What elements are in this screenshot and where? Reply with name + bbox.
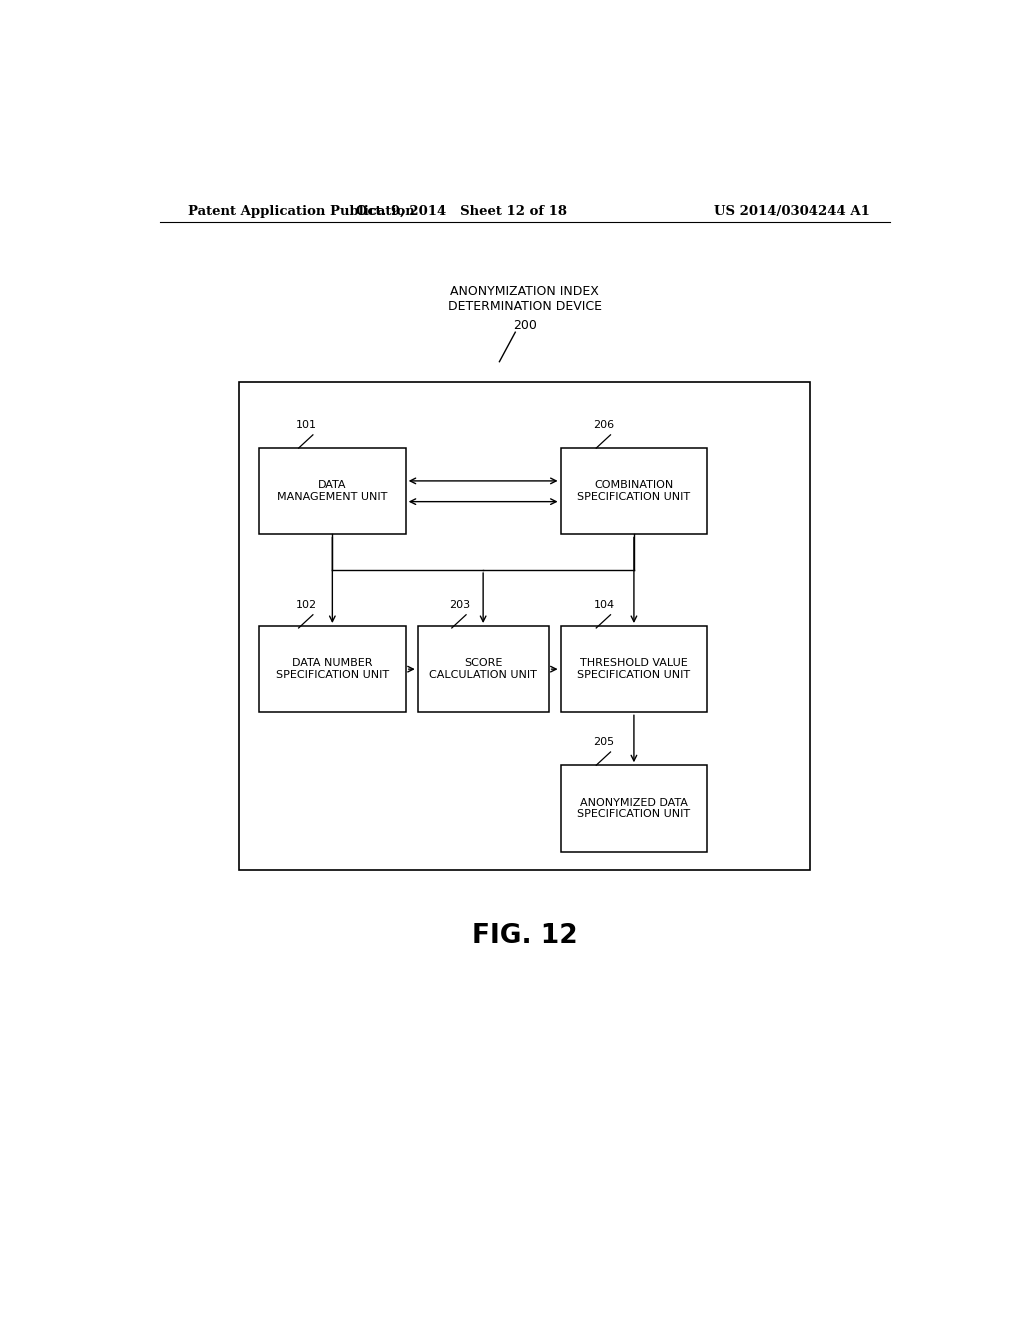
Bar (560, 626, 708, 713)
Text: THRESHOLD VALUE
SPECIFICATION UNIT: THRESHOLD VALUE SPECIFICATION UNIT (578, 659, 690, 680)
Text: DATA
MANAGEMENT UNIT: DATA MANAGEMENT UNIT (278, 480, 387, 502)
Text: ANONYMIZATION INDEX
DETERMINATION DEVICE: ANONYMIZATION INDEX DETERMINATION DEVICE (447, 285, 602, 313)
Text: ANONYMIZED DATA
SPECIFICATION UNIT: ANONYMIZED DATA SPECIFICATION UNIT (578, 797, 690, 820)
Text: DATA NUMBER
SPECIFICATION UNIT: DATA NUMBER SPECIFICATION UNIT (275, 659, 389, 680)
Text: 102: 102 (296, 599, 317, 610)
Bar (418, 626, 549, 713)
Bar (259, 447, 406, 535)
Text: 101: 101 (296, 420, 317, 430)
Text: US 2014/0304244 A1: US 2014/0304244 A1 (714, 205, 870, 218)
Text: 205: 205 (594, 737, 614, 747)
Bar (560, 447, 708, 535)
Text: Oct. 9, 2014   Sheet 12 of 18: Oct. 9, 2014 Sheet 12 of 18 (355, 205, 567, 218)
Text: 206: 206 (594, 420, 614, 430)
Bar (240, 381, 811, 870)
Text: COMBINATION
SPECIFICATION UNIT: COMBINATION SPECIFICATION UNIT (578, 480, 690, 502)
Bar (560, 766, 708, 851)
Text: FIG. 12: FIG. 12 (472, 923, 578, 949)
Text: 203: 203 (450, 599, 470, 610)
Text: SCORE
CALCULATION UNIT: SCORE CALCULATION UNIT (429, 659, 537, 680)
Text: Patent Application Publication: Patent Application Publication (187, 205, 415, 218)
Text: 200: 200 (513, 318, 537, 331)
Bar (259, 626, 406, 713)
Text: 104: 104 (594, 599, 614, 610)
